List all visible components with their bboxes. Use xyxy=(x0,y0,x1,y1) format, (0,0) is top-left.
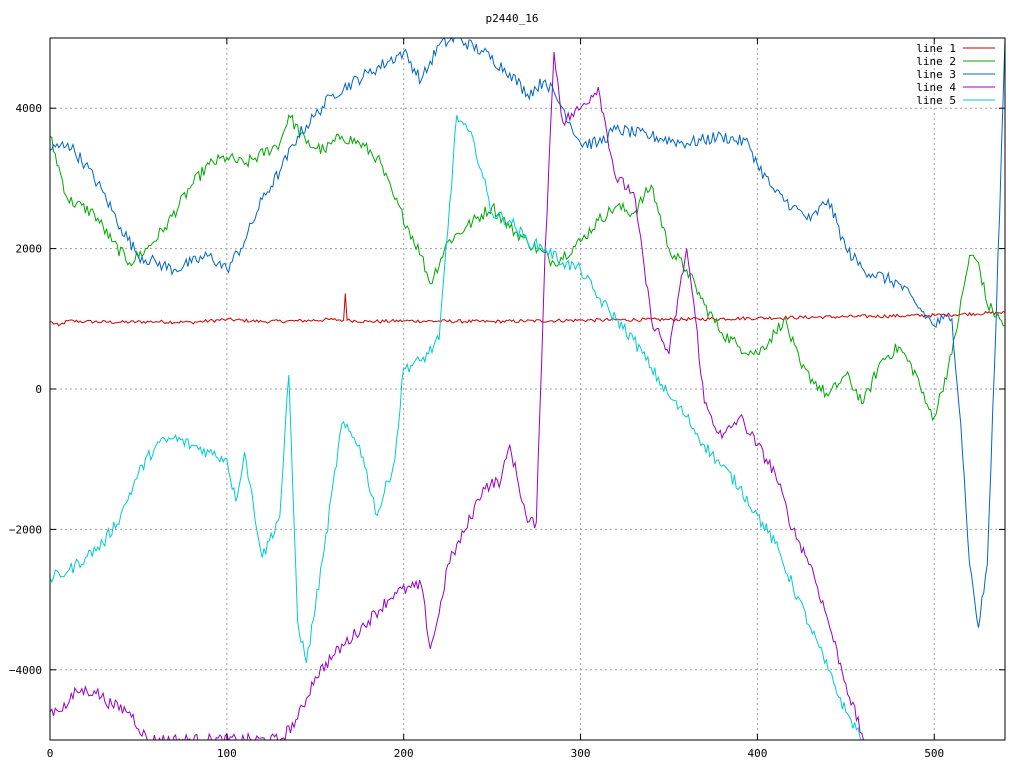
chart-title: p2440_16 xyxy=(486,12,539,25)
y-tick-label: 4000 xyxy=(16,102,43,115)
series-line-5 xyxy=(50,115,864,740)
x-tick-label: 100 xyxy=(217,747,237,760)
x-tick-label: 300 xyxy=(571,747,591,760)
x-tick-label: 200 xyxy=(394,747,414,760)
series-line-3 xyxy=(50,38,1005,628)
x-tick-label: 500 xyxy=(924,747,944,760)
legend-label: line 3 xyxy=(916,68,956,81)
y-tick-label: −4000 xyxy=(9,664,42,677)
legend-label: line 5 xyxy=(916,94,956,107)
x-tick-label: 400 xyxy=(747,747,767,760)
legend-label: line 4 xyxy=(916,81,956,94)
y-tick-label: −2000 xyxy=(9,523,42,536)
x-tick-label: 0 xyxy=(47,747,54,760)
axis-ticks: 0 100 200 300 400 500 −4000 −2000 0 2000 4000 xyxy=(9,38,1005,760)
y-tick-label: 0 xyxy=(35,383,42,396)
series-line-1 xyxy=(50,293,1005,327)
y-tick-label: 2000 xyxy=(16,243,43,256)
grid xyxy=(50,38,1005,740)
series-line-4 xyxy=(50,51,864,740)
series-group xyxy=(50,38,1005,740)
legend-label: line 2 xyxy=(916,55,956,68)
legend-label: line 1 xyxy=(916,42,956,55)
